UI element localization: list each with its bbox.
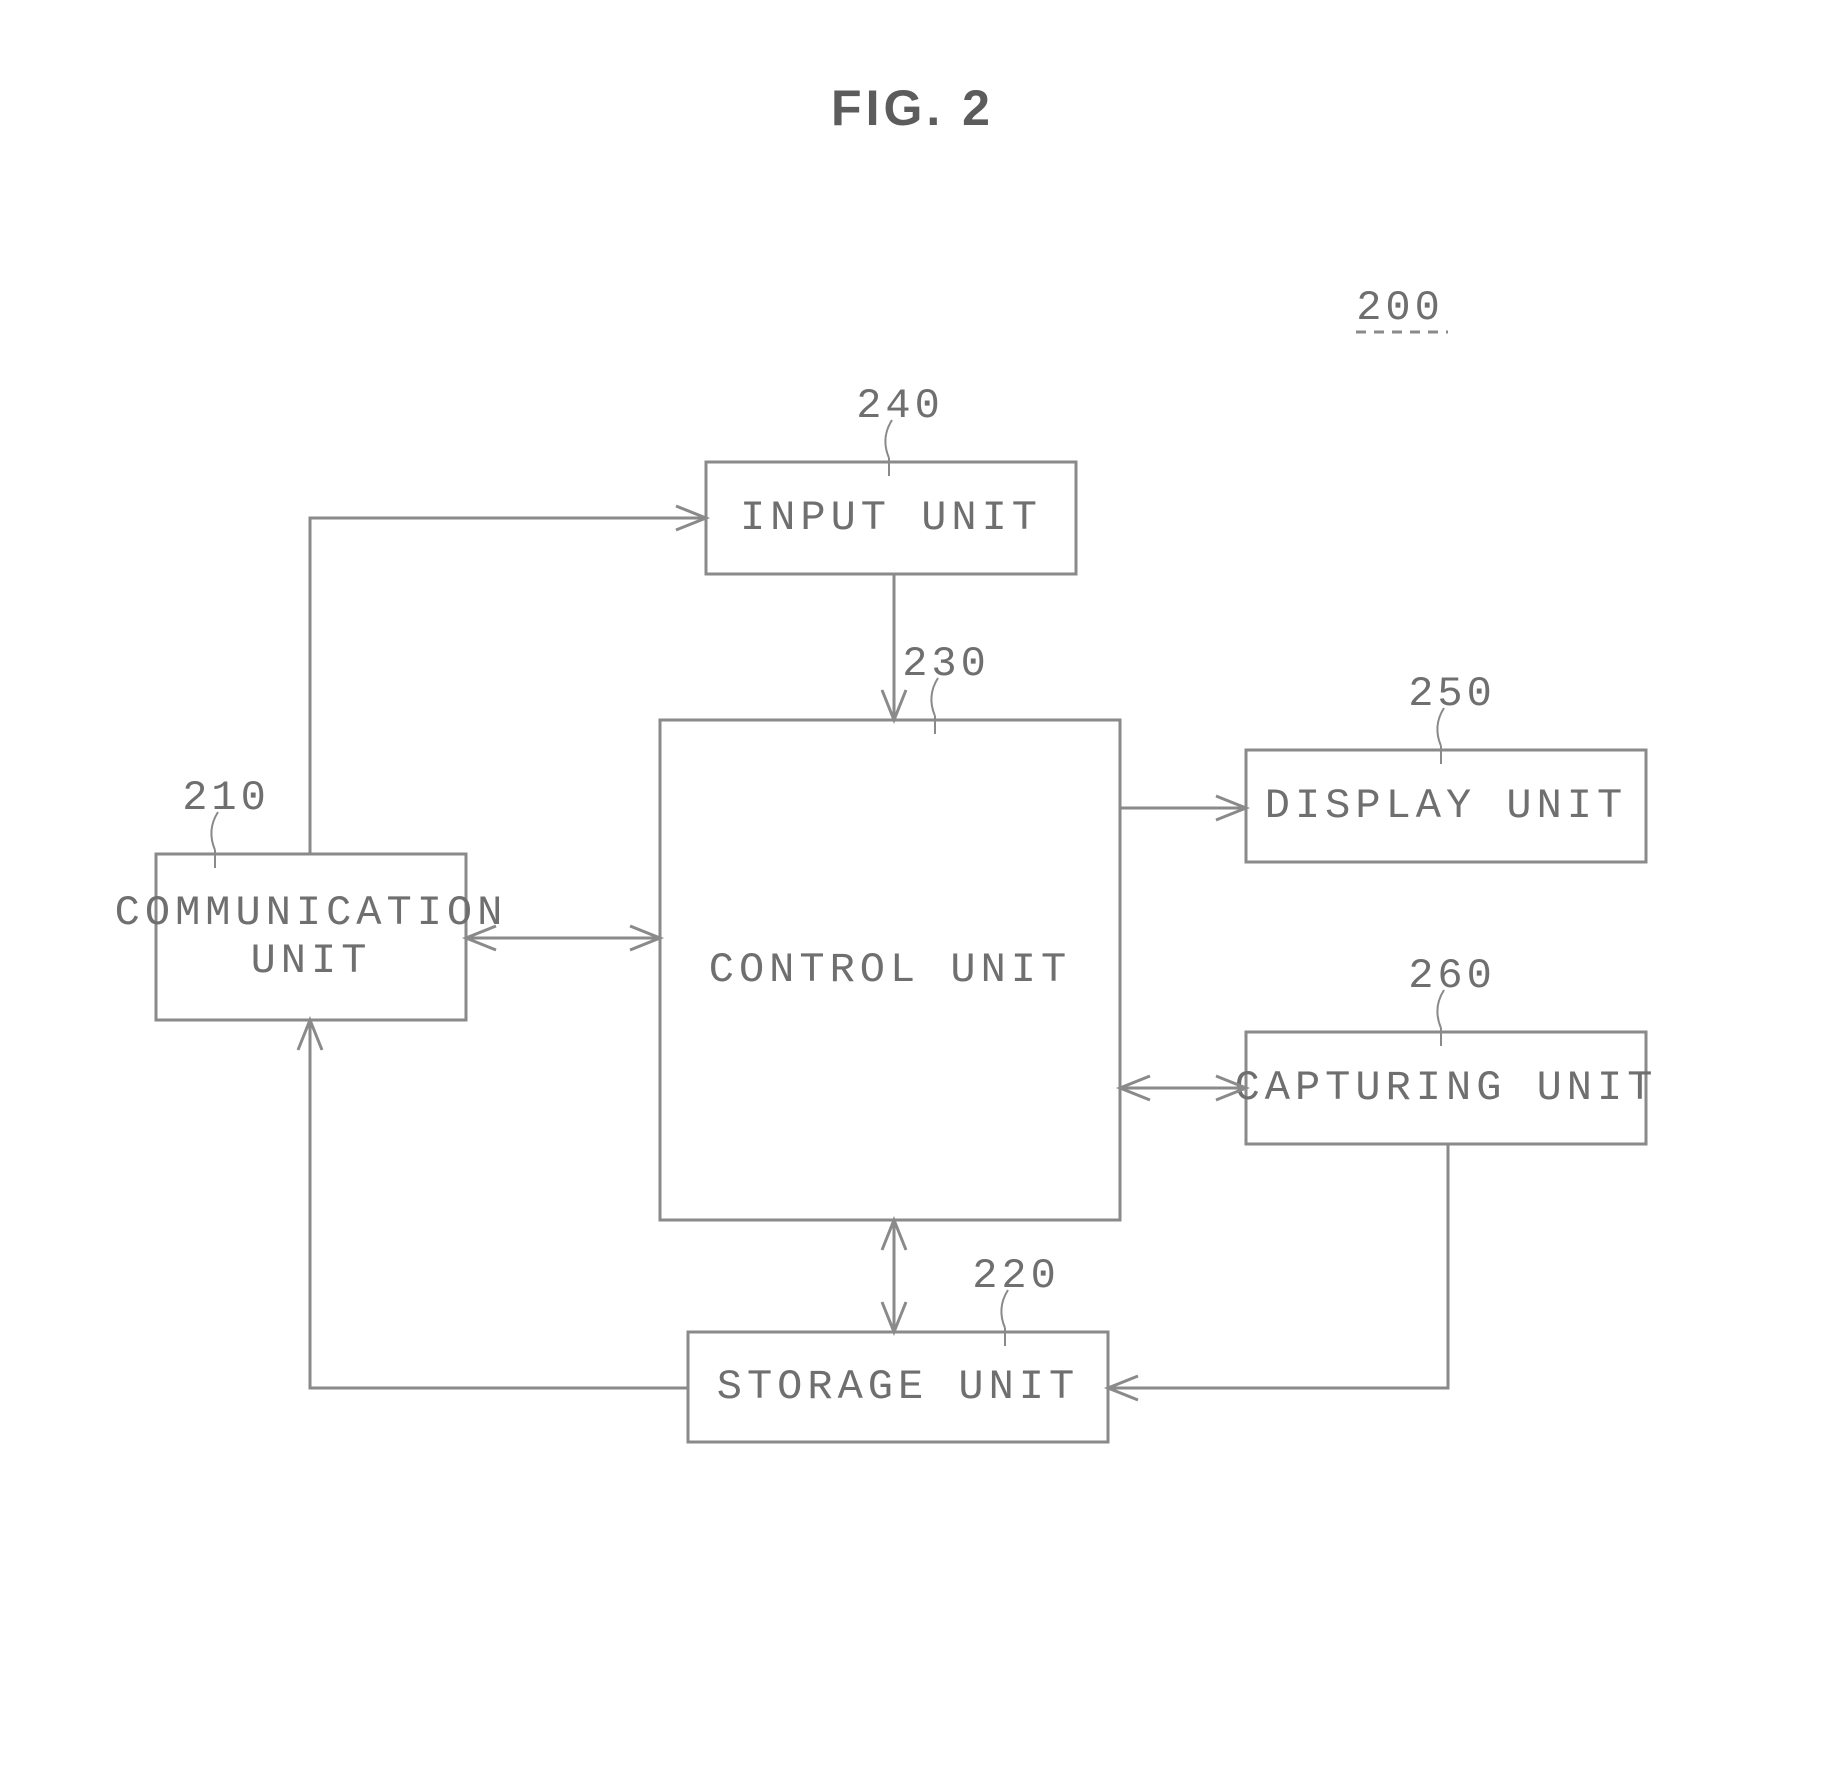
block-control-label: CONTROL UNIT	[709, 946, 1071, 994]
system-ref: 200	[1356, 284, 1444, 332]
block-storage-label: STORAGE UNIT	[717, 1363, 1079, 1411]
block-comm-label: COMMUNICATION	[115, 889, 508, 937]
block-capture-label: CAPTURING UNIT	[1235, 1064, 1658, 1112]
block-display-ref: 250	[1408, 670, 1496, 718]
figure-title: FIG. 2	[831, 80, 994, 136]
edge-storage-comm	[310, 1020, 688, 1388]
block-capture-ref: 260	[1408, 952, 1496, 1000]
block-control-ref: 230	[902, 640, 990, 688]
edge-capture-storage	[1108, 1144, 1448, 1388]
block-display-label: DISPLAY UNIT	[1265, 782, 1627, 830]
edge-comm-input	[310, 518, 706, 854]
block-comm-label: UNIT	[251, 937, 372, 985]
block-input-label: INPUT UNIT	[740, 494, 1042, 542]
block-comm-ref: 210	[182, 774, 270, 822]
block-storage-ref: 220	[972, 1252, 1060, 1300]
block-input-ref: 240	[856, 382, 944, 430]
